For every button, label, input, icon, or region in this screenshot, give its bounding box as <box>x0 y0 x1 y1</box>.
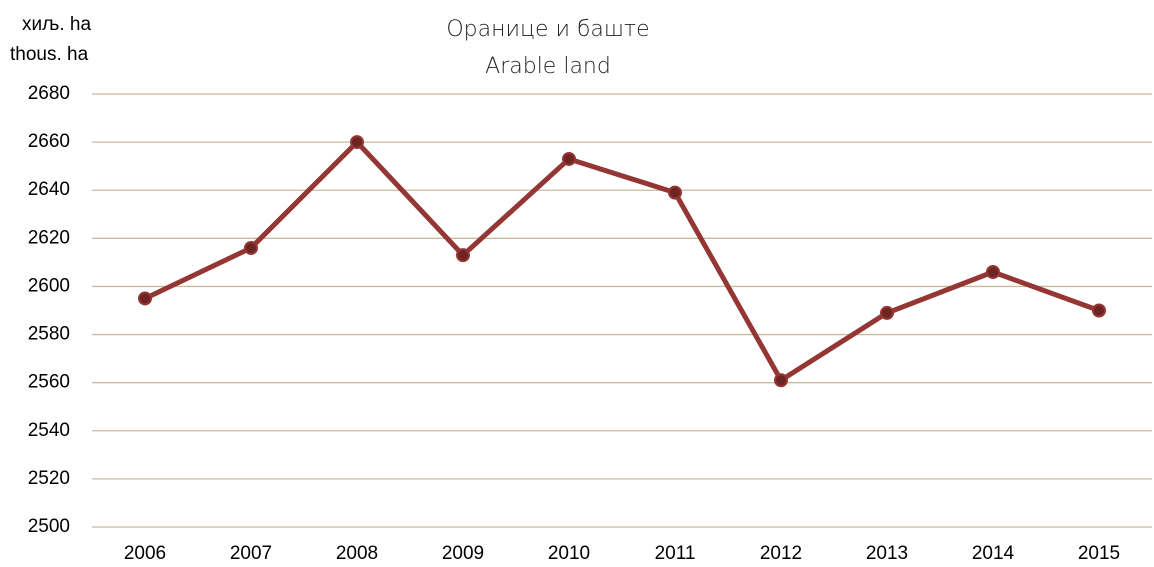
data-point <box>668 185 682 200</box>
y-tick-label: 2540 <box>28 420 70 441</box>
y-tick-label: 2580 <box>28 324 70 345</box>
data-point <box>244 240 258 255</box>
y-tick-label: 2560 <box>28 372 70 393</box>
data-point <box>138 291 152 306</box>
y-tick-label: 2680 <box>28 83 70 104</box>
x-tick-label: 2009 <box>442 543 484 564</box>
y-tick-label: 2600 <box>28 275 70 296</box>
chart-title: Оранице и баште <box>446 17 649 42</box>
x-tick-label: 2008 <box>336 543 378 564</box>
y-tick-label: 2660 <box>28 131 70 152</box>
data-line <box>143 139 1100 383</box>
data-point <box>880 305 894 320</box>
data-point <box>350 135 364 150</box>
chart-subtitle: Arable land <box>485 54 611 79</box>
y-axis-label: хиљ. ha <box>22 14 91 35</box>
y-axis-label: thous. ha <box>10 44 89 65</box>
data-point <box>986 265 1000 280</box>
data-point <box>774 373 788 388</box>
y-tick-label: 2520 <box>28 468 70 489</box>
x-tick-label: 2011 <box>655 543 696 564</box>
x-tick-label: 2015 <box>1078 543 1120 564</box>
y-tick-label: 2640 <box>28 179 70 200</box>
x-tick-label: 2014 <box>972 543 1015 564</box>
x-tick-label: 2013 <box>866 543 908 564</box>
data-point <box>1092 303 1106 318</box>
y-tick-label: 2500 <box>28 516 70 537</box>
x-tick-label: 2006 <box>124 543 166 564</box>
x-tick-label: 2007 <box>230 543 272 564</box>
y-tick-label: 2620 <box>28 227 70 248</box>
data-point <box>456 248 470 263</box>
x-tick-label: 2012 <box>760 543 802 564</box>
x-tick-label: 2010 <box>548 543 590 564</box>
data-point <box>562 151 576 166</box>
